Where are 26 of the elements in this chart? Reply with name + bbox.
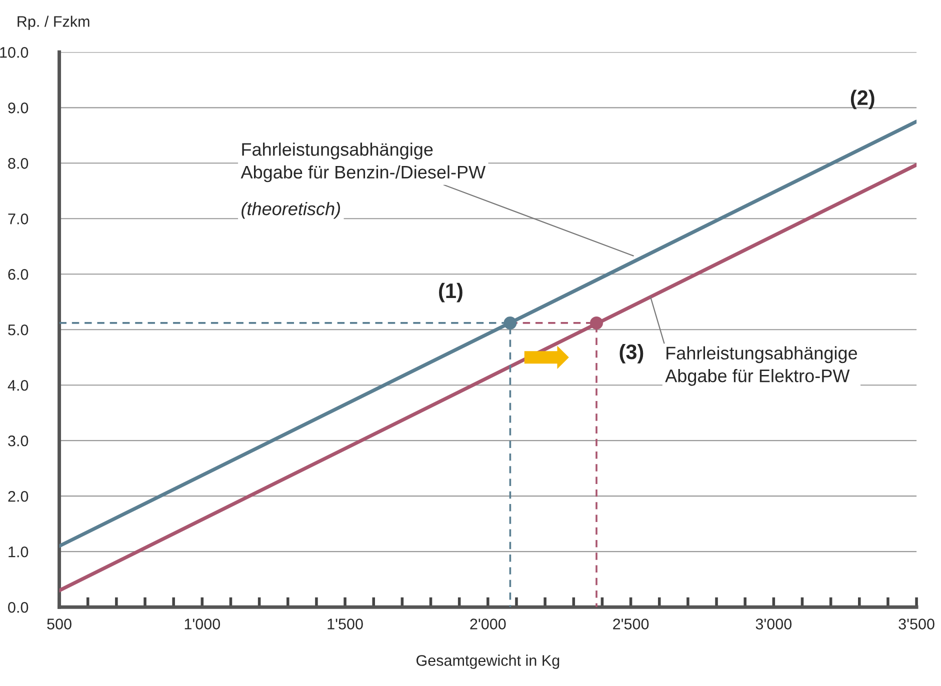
x-tick-label: 2'500 [613,618,649,630]
x-tick-label: 3'500 [898,618,934,630]
y-tick-label: 6.0 [8,268,28,280]
y-tick-label: 2.0 [8,490,28,502]
y-tick-label: 7.0 [8,213,28,224]
y-tick-label: 0.0 [8,602,28,613]
annotation: (3) [620,344,644,364]
y-tick-label: 9.0 [8,102,28,114]
annotation: Fahrleistungsabhängige Abgabe für Benzin-/Diesel-PW [240,142,486,182]
y-axis-title: Rp. / Fzkm [18,16,90,30]
y-tick-label: 1.0 [8,546,28,558]
y-tick-label: 10.0 [0,47,28,58]
x-axis-title: Gesamtgewicht in Kg [416,654,560,669]
annotation: Fahrleistungsabhängige Abgabe für Elektro-PW [665,346,857,386]
x-tick-label: 2'000 [470,618,506,630]
y-tick-label: 5.0 [8,324,28,336]
x-tick-label: 1'000 [184,618,220,630]
x-tick-label: 1'500 [328,618,363,630]
x-tick-label: 500 [47,618,72,630]
annotation: (theoretisch) [242,202,340,219]
y-tick-label: 4.0 [8,380,28,391]
annotation: (1) [439,282,462,302]
annotation: (2) [850,90,874,110]
y-tick-label: 3.0 [8,435,28,446]
x-tick-label: 3'000 [756,618,792,630]
y-tick-label: 8.0 [8,158,28,169]
